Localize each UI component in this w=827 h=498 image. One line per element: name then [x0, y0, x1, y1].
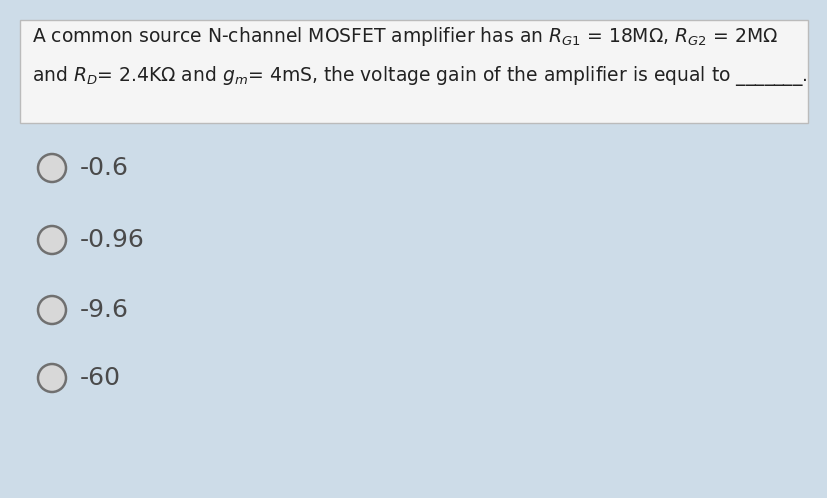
Text: A common source N-channel MOSFET amplifier has an $R_{G1}$ = 18M$\Omega$, $R_{G2: A common source N-channel MOSFET amplifi… — [32, 25, 777, 48]
Text: -0.6: -0.6 — [80, 156, 129, 180]
FancyBboxPatch shape — [20, 20, 807, 123]
Text: and $R_D$= 2.4K$\Omega$ and $g_m$= 4mS, the voltage gain of the amplifier is equ: and $R_D$= 2.4K$\Omega$ and $g_m$= 4mS, … — [32, 64, 806, 88]
Text: -9.6: -9.6 — [80, 298, 129, 322]
Text: -60: -60 — [80, 366, 121, 390]
Circle shape — [38, 226, 66, 254]
Circle shape — [38, 296, 66, 324]
Circle shape — [38, 154, 66, 182]
Circle shape — [38, 364, 66, 392]
Text: -0.96: -0.96 — [80, 228, 145, 252]
